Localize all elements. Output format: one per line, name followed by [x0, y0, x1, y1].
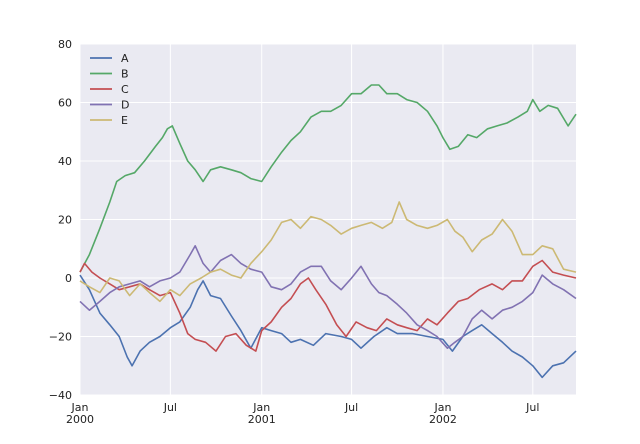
y-tick-label: 40 [58, 155, 72, 168]
series-lines [79, 84, 577, 379]
series-line-b [79, 84, 577, 273]
y-tick-label: −20 [49, 331, 72, 344]
y-tick-label: 60 [58, 97, 72, 110]
x-tick-year-label: 2002 [429, 413, 457, 426]
y-tick-label: 80 [58, 38, 72, 51]
legend-label-b: B [121, 68, 129, 81]
y-tick-label: −40 [49, 389, 72, 402]
x-tick-label: Jan [71, 401, 89, 414]
x-tick-year-label: 2000 [66, 413, 94, 426]
x-tick-label: Jan [433, 401, 451, 414]
y-tick-label: 0 [65, 272, 72, 285]
x-tick-label: Jul [344, 401, 358, 414]
x-tick-label: Jan [252, 401, 270, 414]
x-tick-label: Jul [525, 401, 539, 414]
legend-label-e: E [121, 114, 128, 127]
series-line-a [79, 274, 577, 379]
series-line-e [79, 201, 577, 303]
legend-label-c: C [121, 83, 129, 96]
y-axis-tick-labels: −40 −20 0 20 40 60 80 [49, 38, 72, 402]
x-tick-year-label: 2001 [248, 413, 276, 426]
series-line-d [79, 245, 577, 349]
legend-label-a: A [121, 52, 129, 65]
series-line-c [79, 259, 577, 352]
y-tick-label: 20 [58, 214, 72, 227]
legend-label-d: D [121, 99, 129, 112]
x-tick-label: Jul [163, 401, 177, 414]
